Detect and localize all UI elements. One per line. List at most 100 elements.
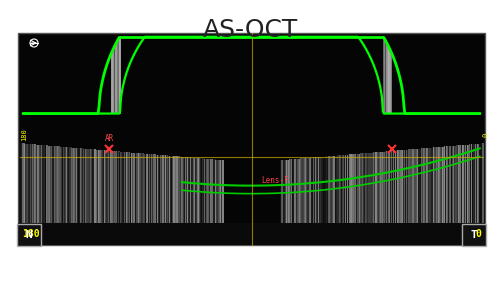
Text: AS-OCT: AS-OCT [202, 18, 298, 42]
Bar [154, 155, 156, 245]
Bar [299, 158, 300, 245]
Bar [78, 148, 79, 245]
Bar [207, 159, 208, 245]
Bar [73, 148, 74, 245]
Bar [364, 153, 365, 245]
Bar [63, 147, 64, 245]
Bar [201, 158, 202, 245]
Bar [416, 149, 417, 245]
Bar [86, 149, 87, 245]
Bar [433, 147, 434, 245]
Bar [293, 159, 294, 245]
Bar [370, 153, 371, 245]
Bar [68, 147, 70, 245]
Bar [74, 148, 76, 245]
Bar [55, 146, 56, 245]
Bar [212, 159, 214, 245]
Bar [410, 149, 412, 245]
Bar [124, 152, 125, 245]
Bar [364, 153, 366, 245]
Bar [462, 145, 464, 245]
Bar [140, 153, 141, 245]
Bar [134, 153, 135, 245]
Bar [23, 143, 24, 245]
Bar [296, 159, 298, 245]
Bar [324, 156, 325, 245]
Bar [172, 156, 174, 245]
Bar [50, 146, 51, 245]
Bar [308, 158, 310, 245]
Bar [32, 144, 34, 245]
Bar [387, 43, 388, 113]
Bar [392, 151, 394, 245]
Bar [372, 153, 374, 245]
Bar [40, 145, 41, 245]
Bar [28, 144, 29, 245]
Bar [114, 46, 116, 113]
Bar [456, 145, 457, 245]
Bar [138, 153, 139, 245]
Bar [109, 151, 110, 245]
Bar [61, 147, 62, 245]
Bar [101, 150, 102, 245]
Bar [362, 153, 364, 245]
Bar [429, 148, 430, 245]
Bar [334, 156, 335, 245]
Bar [297, 159, 298, 245]
Bar [86, 149, 88, 245]
Bar [100, 150, 102, 245]
Bar [161, 155, 162, 245]
Bar [307, 158, 308, 245]
Bar [76, 148, 78, 245]
Bar [312, 157, 314, 245]
Bar [442, 147, 444, 245]
Bar [18, 223, 485, 245]
Bar [184, 157, 185, 245]
Bar [458, 145, 460, 245]
Text: 180: 180 [22, 229, 40, 239]
Bar [390, 51, 392, 113]
Bar [197, 158, 198, 245]
Bar [27, 144, 28, 245]
Bar [351, 154, 352, 245]
Bar [92, 149, 93, 245]
Bar [332, 156, 333, 245]
Bar [470, 144, 472, 245]
Bar [220, 160, 222, 245]
Bar [138, 153, 140, 245]
Bar [352, 154, 354, 245]
Bar [434, 147, 436, 245]
Bar [435, 147, 436, 245]
Bar [208, 159, 210, 245]
Bar [136, 153, 137, 245]
Bar [427, 148, 428, 245]
Bar [303, 158, 304, 245]
Bar [222, 160, 224, 245]
Bar [446, 146, 448, 245]
Bar [402, 150, 404, 245]
Bar [203, 158, 204, 245]
Bar [414, 149, 416, 245]
Bar [422, 148, 424, 245]
Bar [96, 150, 98, 245]
Bar [192, 158, 194, 245]
Bar [120, 152, 122, 245]
Bar [468, 144, 470, 245]
Bar [71, 147, 72, 245]
Bar [118, 39, 120, 113]
Bar [358, 154, 360, 245]
Text: Lens-F: Lens-F [261, 176, 288, 185]
Bar [444, 147, 446, 245]
Bar [36, 145, 38, 245]
Bar [301, 158, 302, 245]
Bar [94, 149, 95, 245]
Bar [389, 151, 390, 245]
Bar [150, 154, 152, 245]
Bar [168, 156, 170, 245]
Bar [346, 155, 348, 245]
Bar [366, 153, 368, 245]
Bar [209, 159, 210, 245]
Bar [345, 155, 346, 245]
Bar [344, 155, 346, 245]
Bar [390, 151, 392, 245]
